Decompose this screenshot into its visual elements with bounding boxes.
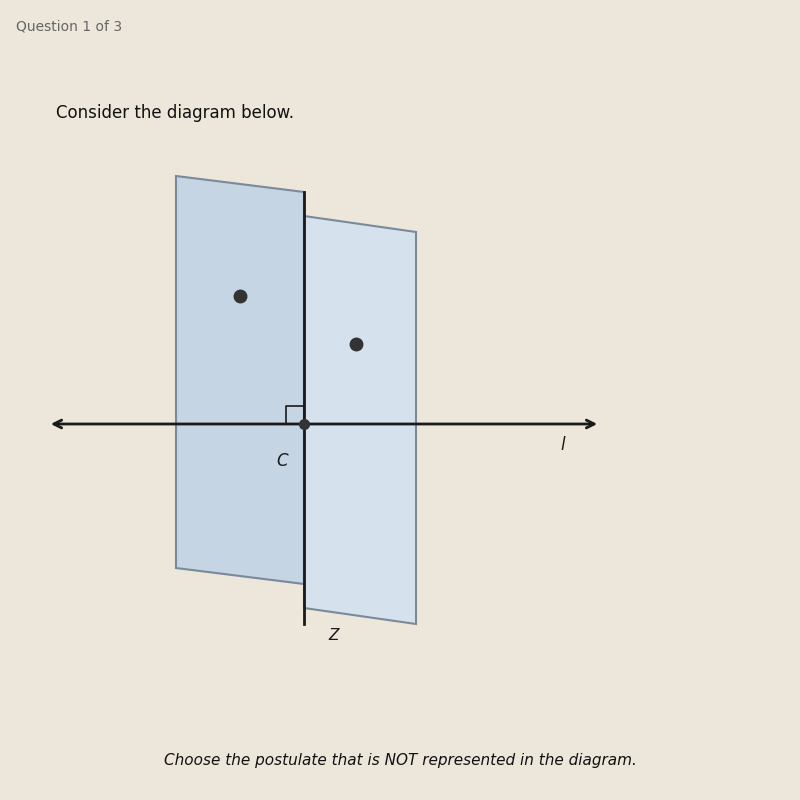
Polygon shape xyxy=(304,216,416,624)
Text: Consider the diagram below.: Consider the diagram below. xyxy=(56,104,294,122)
Polygon shape xyxy=(176,176,304,584)
Text: Choose the postulate that is NOT represented in the diagram.: Choose the postulate that is NOT represe… xyxy=(163,753,637,768)
Text: C: C xyxy=(276,452,288,470)
Text: Z: Z xyxy=(328,628,338,643)
Text: l: l xyxy=(560,436,565,454)
Text: Question 1 of 3: Question 1 of 3 xyxy=(16,20,122,34)
